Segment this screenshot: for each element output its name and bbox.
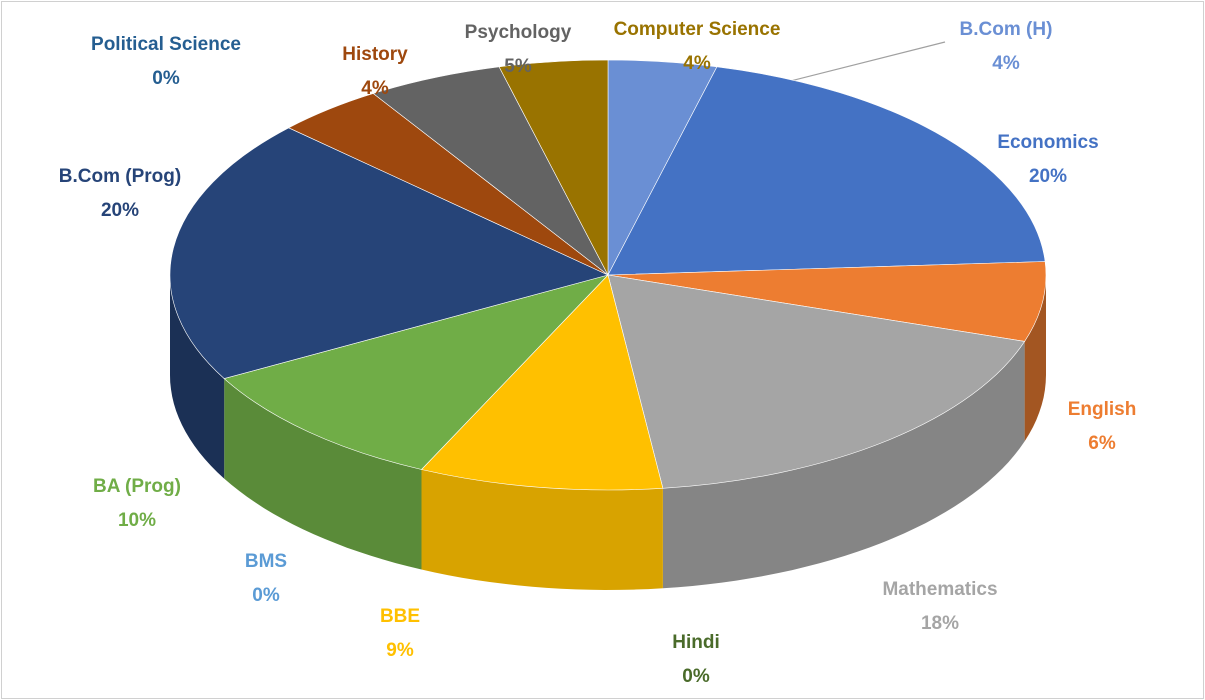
pie-side [224, 378, 422, 570]
pie-sides [170, 275, 1046, 590]
slice-label: B.Com (H) [960, 19, 1053, 40]
slice-value-label: 4% [361, 78, 389, 99]
slice-label: Computer Science [614, 19, 781, 40]
labels: B.Com (H) 4% Economics 20% English 6% Mathemat… [59, 19, 1137, 687]
slice-label: Economics [997, 132, 1098, 153]
slice-value-label: 0% [682, 666, 710, 687]
pie-side [1024, 275, 1046, 442]
slice-value-label: 0% [252, 585, 280, 606]
pie-slice [498, 59, 609, 276]
slice-label: History [342, 44, 408, 65]
slice-value-label: 5% [504, 56, 532, 77]
slice-value-label: 20% [1029, 166, 1067, 187]
pie-side [421, 469, 663, 590]
pie-slice [223, 274, 609, 470]
pie-tops [169, 59, 1047, 491]
slice-label: Hindi [672, 632, 720, 653]
slice-value-label: 0% [152, 68, 180, 89]
slice-label: B.Com (Prog) [59, 166, 181, 187]
slice-value-label: 6% [1088, 433, 1116, 454]
slice-label: Political Science [91, 34, 241, 55]
slice-label: BA (Prog) [93, 476, 181, 497]
slice-value-label: 20% [101, 200, 139, 221]
pie-side [662, 341, 1025, 589]
slice-value-label: 4% [683, 53, 711, 74]
pie-slice [607, 66, 1046, 276]
slice-value-label: 9% [386, 640, 414, 661]
pie-slice [607, 274, 1026, 489]
slice-value-label: 4% [992, 53, 1020, 74]
slice-label: Psychology [465, 22, 572, 43]
slice-value-label: 10% [118, 510, 156, 531]
pie-slice [607, 261, 1047, 342]
pie-side [170, 275, 225, 479]
slice-label: BMS [245, 551, 287, 572]
pie-slice [420, 274, 664, 491]
slice-label: BBE [380, 606, 420, 627]
pie-slice [169, 127, 609, 379]
slice-label: Mathematics [882, 579, 997, 600]
slice-label: English [1068, 399, 1137, 420]
slice-value-label: 18% [921, 613, 959, 634]
